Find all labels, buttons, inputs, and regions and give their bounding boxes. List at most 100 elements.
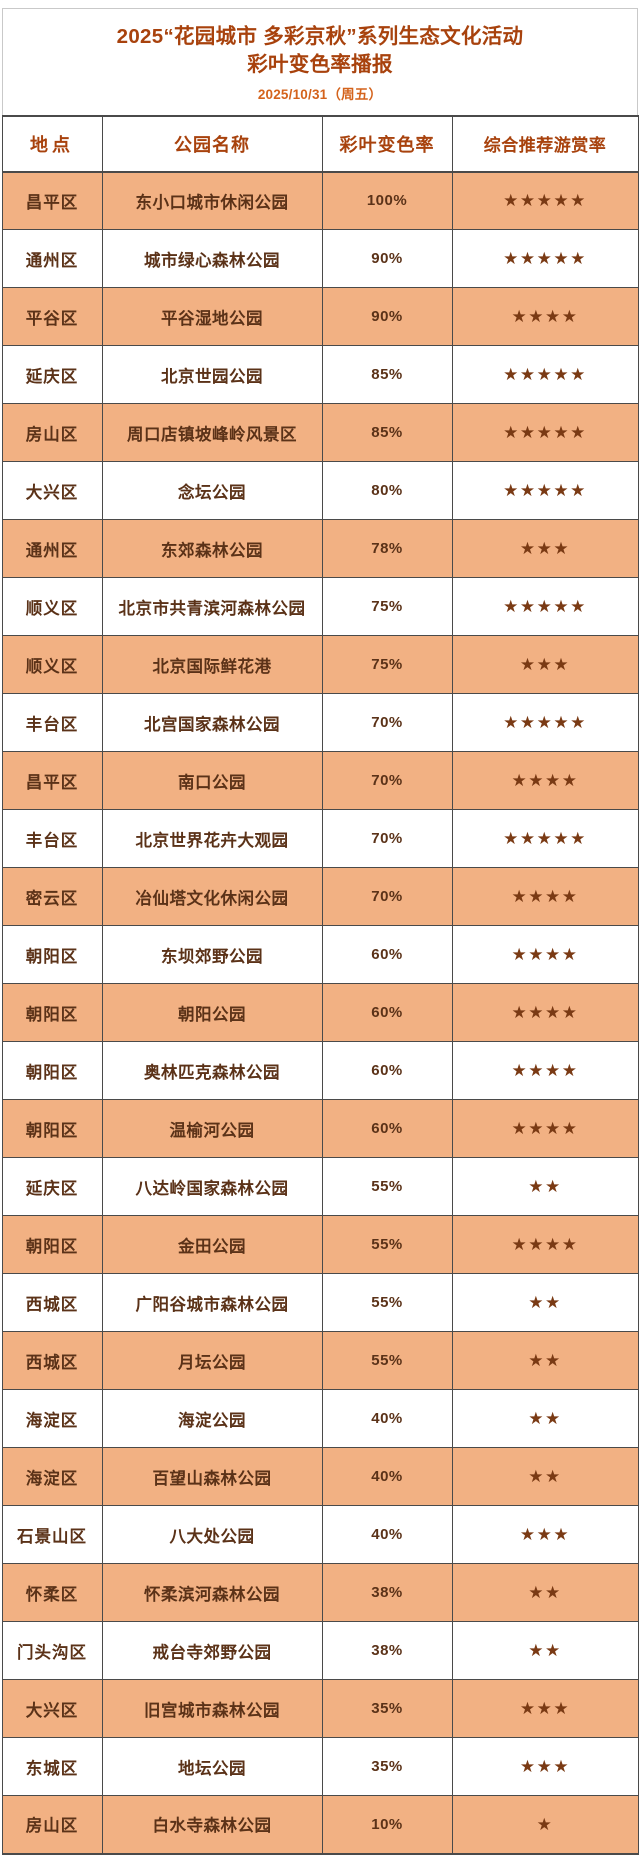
table-row: 海淀区 百望山森林公园 40% ★★: [1, 1447, 639, 1507]
cell-rating-stars: ★★★: [451, 1679, 639, 1739]
cell-rating-stars: ★★: [451, 1621, 639, 1681]
cell-district: 石景山区: [1, 1505, 103, 1565]
table-row: 石景山区 八大处公园 40% ★★★: [1, 1505, 639, 1565]
cell-district: 顺义区: [1, 577, 103, 637]
table-row: 平谷区 平谷湿地公园 90% ★★★★: [1, 287, 639, 347]
table-row: 门头沟区 戒台寺郊野公园 38% ★★: [1, 1621, 639, 1681]
column-header-rating: 综合推荐游赏率: [451, 114, 639, 173]
cell-district: 朝阳区: [1, 983, 103, 1043]
cell-park-name: 念坛公园: [101, 461, 323, 521]
table-row: 房山区 白水寺森林公园 10% ★: [1, 1795, 639, 1855]
table-row: 丰台区 北宫国家森林公园 70% ★★★★★: [1, 693, 639, 753]
cell-district: 延庆区: [1, 345, 103, 405]
table-row: 大兴区 旧宫城市森林公园 35% ★★★: [1, 1679, 639, 1739]
table-row: 海淀区 海淀公园 40% ★★: [1, 1389, 639, 1449]
table-row: 西城区 月坛公园 55% ★★: [1, 1331, 639, 1391]
cell-rating-stars: ★★★★★: [451, 693, 639, 753]
cell-color-change-rate: 40%: [321, 1505, 453, 1565]
cell-park-name: 东小口城市休闲公园: [101, 171, 323, 231]
cell-district: 怀柔区: [1, 1563, 103, 1623]
cell-district: 朝阳区: [1, 1041, 103, 1101]
table-header: 地点 公园名称 彩叶变色率 综合推荐游赏率: [1, 114, 639, 173]
cell-park-name: 北京世界花卉大观园: [101, 809, 323, 869]
cell-park-name: 旧宫城市森林公园: [101, 1679, 323, 1739]
cell-district: 西城区: [1, 1331, 103, 1391]
cell-park-name: 北京世园公园: [101, 345, 323, 405]
cell-rating-stars: ★★★★★: [451, 171, 639, 231]
cell-district: 东城区: [1, 1737, 103, 1797]
cell-color-change-rate: 35%: [321, 1679, 453, 1739]
table-row: 大兴区 念坛公园 80% ★★★★★: [1, 461, 639, 521]
cell-rating-stars: ★★★: [451, 635, 639, 695]
cell-rating-stars: ★★★★: [451, 1215, 639, 1275]
cell-district: 密云区: [1, 867, 103, 927]
cell-park-name: 平谷湿地公园: [101, 287, 323, 347]
table-row: 朝阳区 东坝郊野公园 60% ★★★★: [1, 925, 639, 985]
table-row: 西城区 广阳谷城市森林公园 55% ★★: [1, 1273, 639, 1333]
report-header: 2025“花园城市 多彩京秋”系列生态文化活动 彩叶变色率播报 2025/10/…: [2, 8, 638, 115]
cell-color-change-rate: 100%: [321, 171, 453, 231]
cell-rating-stars: ★★★★: [451, 287, 639, 347]
cell-color-change-rate: 60%: [321, 1099, 453, 1159]
cell-rating-stars: ★★: [451, 1273, 639, 1333]
cell-district: 海淀区: [1, 1447, 103, 1507]
cell-rating-stars: ★★★★: [451, 751, 639, 811]
cell-district: 大兴区: [1, 461, 103, 521]
cell-district: 朝阳区: [1, 925, 103, 985]
cell-color-change-rate: 60%: [321, 983, 453, 1043]
cell-park-name: 城市绿心森林公园: [101, 229, 323, 289]
report-page: 2025“花园城市 多彩京秋”系列生态文化活动 彩叶变色率播报 2025/10/…: [0, 8, 640, 1855]
cell-rating-stars: ★★★: [451, 519, 639, 579]
cell-park-name: 八达岭国家森林公园: [101, 1157, 323, 1217]
table-row: 昌平区 东小口城市休闲公园 100% ★★★★★: [1, 171, 639, 231]
cell-rating-stars: ★★★: [451, 1737, 639, 1797]
table-row: 延庆区 北京世园公园 85% ★★★★★: [1, 345, 639, 405]
cell-park-name: 北京国际鲜花港: [101, 635, 323, 695]
cell-rating-stars: ★★★: [451, 1505, 639, 1565]
table-body: 昌平区 东小口城市休闲公园 100% ★★★★★ 通州区 城市绿心森林公园 90% ★★★★★…: [1, 171, 639, 1855]
cell-color-change-rate: 10%: [321, 1795, 453, 1855]
cell-rating-stars: ★★★★: [451, 983, 639, 1043]
cell-color-change-rate: 75%: [321, 577, 453, 637]
cell-rating-stars: ★★★★★: [451, 809, 639, 869]
cell-rating-stars: ★★★★★: [451, 403, 639, 463]
cell-color-change-rate: 78%: [321, 519, 453, 579]
cell-park-name: 广阳谷城市森林公园: [101, 1273, 323, 1333]
table-row: 密云区 冶仙塔文化休闲公园 70% ★★★★: [1, 867, 639, 927]
cell-rating-stars: ★★: [451, 1389, 639, 1449]
cell-rating-stars: ★★★★★: [451, 345, 639, 405]
color-change-rate-table: 地点 公园名称 彩叶变色率 综合推荐游赏率 昌平区 东小口城市休闲公园 100% ★★…: [1, 114, 639, 1855]
cell-park-name: 东郊森林公园: [101, 519, 323, 579]
cell-color-change-rate: 70%: [321, 867, 453, 927]
table-row: 朝阳区 温榆河公园 60% ★★★★: [1, 1099, 639, 1159]
table-row: 东城区 地坛公园 35% ★★★: [1, 1737, 639, 1797]
table-row: 延庆区 八达岭国家森林公园 55% ★★: [1, 1157, 639, 1217]
cell-park-name: 北京市共青滨河森林公园: [101, 577, 323, 637]
cell-park-name: 戒台寺郊野公园: [101, 1621, 323, 1681]
cell-color-change-rate: 55%: [321, 1157, 453, 1217]
cell-color-change-rate: 70%: [321, 693, 453, 753]
report-title-line-1: 2025“花园城市 多彩京秋”系列生态文化活动: [116, 25, 524, 48]
cell-park-name: 温榆河公园: [101, 1099, 323, 1159]
cell-color-change-rate: 75%: [321, 635, 453, 695]
cell-district: 海淀区: [1, 1389, 103, 1449]
cell-park-name: 百望山森林公园: [101, 1447, 323, 1507]
cell-park-name: 白水寺森林公园: [101, 1795, 323, 1855]
table-row: 朝阳区 奥林匹克森林公园 60% ★★★★: [1, 1041, 639, 1101]
cell-color-change-rate: 40%: [321, 1389, 453, 1449]
cell-district: 昌平区: [1, 751, 103, 811]
cell-park-name: 冶仙塔文化休闲公园: [101, 867, 323, 927]
cell-park-name: 北宫国家森林公园: [101, 693, 323, 753]
cell-park-name: 地坛公园: [101, 1737, 323, 1797]
cell-district: 丰台区: [1, 693, 103, 753]
cell-rating-stars: ★★: [451, 1563, 639, 1623]
cell-district: 门头沟区: [1, 1621, 103, 1681]
cell-park-name: 海淀公园: [101, 1389, 323, 1449]
table-header-row: 地点 公园名称 彩叶变色率 综合推荐游赏率: [1, 114, 639, 173]
cell-district: 朝阳区: [1, 1215, 103, 1275]
cell-park-name: 八大处公园: [101, 1505, 323, 1565]
cell-park-name: 东坝郊野公园: [101, 925, 323, 985]
cell-park-name: 朝阳公园: [101, 983, 323, 1043]
cell-rating-stars: ★★★★: [451, 1099, 639, 1159]
report-date: 2025/10/31（周五）: [257, 86, 383, 102]
